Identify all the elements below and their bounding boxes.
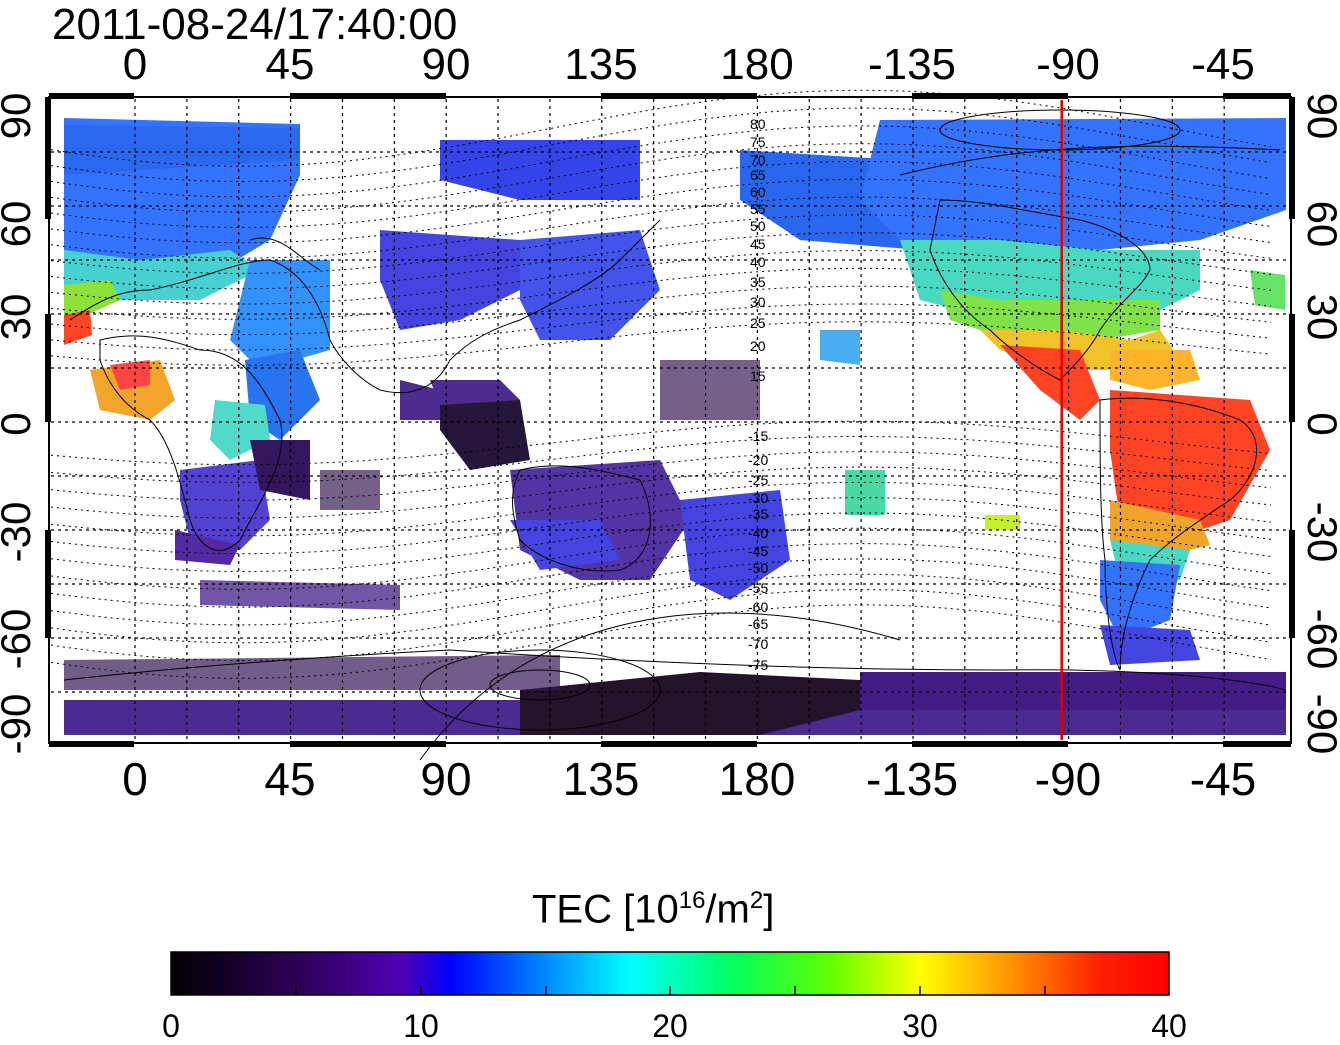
bottom-lon-label: 180 [718,753,796,805]
magnetic-lat-label: 60 [750,184,766,200]
right-lat-label: -60 [1299,608,1340,670]
magnetic-contour [50,527,1272,590]
right-lat-label: 60 [1299,200,1340,248]
bottom-lon-label: -90 [1034,753,1102,805]
magnetic-contour [50,604,1272,679]
top-lon-label: 0 [122,40,148,89]
magnetic-contour [50,481,1272,537]
magnetic-lat-label: -65 [748,616,769,632]
magnetic-contour [50,285,1272,336]
magnetic-lat-label: -45 [748,543,769,559]
colorbar-title: TEC [1016/m2] [532,887,775,932]
magnetic-lat-label: 45 [750,236,766,252]
magnetic-contour [50,107,1272,182]
right-lat-label: 0 [1298,384,1340,464]
magnetic-lat-label: -55 [748,580,769,596]
magnetic-lat-label: 30 [750,294,766,310]
bottom-lon-label: 90 [420,753,472,805]
bottom-lon-label: 45 [264,753,316,805]
lat-lon-grid [51,99,1289,741]
colorbar-tick-label: 20 [652,1008,688,1044]
magnetic-contour [50,161,1272,228]
magnetic-contour [50,512,1272,573]
magnetic-lat-label: 70 [750,152,766,168]
colorbar [170,951,1170,996]
left-lat-label: 60 [0,200,39,248]
magnetic-contour [50,558,1272,626]
magnetic-contour [50,497,1272,555]
magnetic-contour [50,125,1272,198]
left-lat-label: 90 [0,92,39,140]
magnetic-contour [50,589,1272,661]
colorbar-tick-label: 40 [1151,1008,1187,1044]
left-lat-label: 30 [0,293,39,341]
magnetic-latitude-contours [50,89,1272,679]
magnetic-contour [50,543,1272,608]
magnetic-contour [50,451,1272,501]
magnetic-contour [50,267,1272,320]
left-lat-label: 0 [0,384,40,464]
magnetic-lat-label: -15 [748,428,769,444]
right-lat-label: -30 [1299,501,1340,563]
magnetic-lat-label: 35 [750,274,766,290]
magnetic-lat-label: -20 [748,452,769,468]
magnetic-contour [50,232,1272,290]
magnetic-contour [50,436,1272,483]
magnetic-lat-label: -40 [748,525,769,541]
magnetic-lat-label: -35 [748,506,769,522]
magnetic-contour [50,214,1272,274]
magnetic-contour [50,178,1272,244]
magnetic-lat-label: -70 [748,636,769,652]
magnetic-contour [50,143,1272,213]
magnetic-contour [50,573,1272,644]
magnetic-lat-label: -30 [748,490,769,506]
top-lon-label: -90 [1036,40,1100,89]
bottom-lon-label: 0 [122,753,148,805]
magnetic-contour [50,89,1272,167]
magnetic-lat-label: 20 [750,338,766,354]
right-lat-label: 30 [1299,293,1340,341]
magnetic-contour [50,196,1272,259]
magnetic-contour [50,466,1272,519]
right-lat-label: 90 [1299,92,1340,140]
magnetic-lat-label: 15 [750,368,766,384]
magnetic-lat-label: 65 [750,167,766,183]
magnetic-contour [50,303,1272,351]
left-lat-label: -90 [0,693,39,755]
top-lon-label: 135 [564,40,638,89]
coastlines [63,109,1287,761]
bottom-lon-label: -45 [1189,753,1257,805]
bottom-lon-label: -135 [865,753,959,805]
magnetic-lat-label: 55 [750,201,766,217]
left-lat-label: -60 [0,608,39,670]
top-lon-label: -45 [1191,40,1255,89]
magnetic-lat-label: -50 [748,560,769,576]
bottom-lon-label: 135 [562,753,640,805]
magnetic-lat-label: -25 [748,472,769,488]
magnetic-lat-label: 25 [750,315,766,331]
left-lat-label: -30 [0,501,39,563]
magnetic-lat-label: 80 [750,116,766,132]
colorbar-tick-label: 0 [162,1008,180,1044]
top-lon-label: 90 [421,40,471,89]
magnetic-lat-label: -60 [748,599,769,615]
magnetic-lat-label: -75 [748,657,769,673]
top-lon-label: -135 [867,40,957,89]
top-lon-label: 180 [720,40,794,89]
magnetic-lat-label: 75 [750,134,766,150]
colorbar-tick-label: 10 [403,1008,439,1044]
magnetic-contour [50,250,1272,305]
magnetic-lat-label: 40 [750,254,766,270]
colorbar-tick-label: 30 [902,1008,938,1044]
right-lat-label: -90 [1299,693,1340,755]
top-lon-label: 45 [265,40,315,89]
magnetic-lat-label: 50 [750,218,766,234]
timestamp-label: 2011-08-24/17:40:00 [52,0,458,49]
